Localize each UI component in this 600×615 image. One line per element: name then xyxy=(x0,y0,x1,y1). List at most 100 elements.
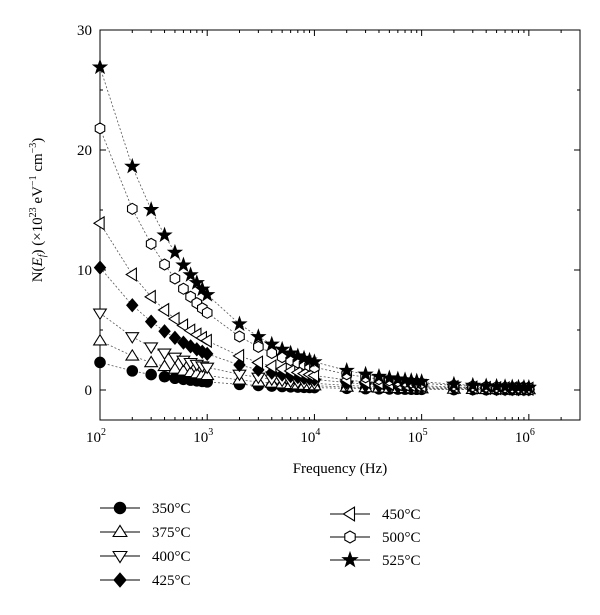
legend-item: 450°C xyxy=(330,506,421,523)
legend-item: 425°C xyxy=(100,572,191,589)
axis-ticks: 0 10 20 30 102 103 104 105 106 xyxy=(77,23,581,446)
data-point xyxy=(251,355,264,370)
data-point xyxy=(145,237,157,250)
y-axis-title-unit: eV xyxy=(30,186,46,207)
legend-marker xyxy=(344,530,356,544)
y-axis-title-unit2: cm xyxy=(30,153,46,175)
data-point xyxy=(231,315,248,331)
legend-marker xyxy=(113,501,127,515)
data-point xyxy=(93,260,107,275)
legend: 350°C 375°C 400°C 425°C 450°C 500°C 525°C xyxy=(100,501,421,589)
y-axis-title-suffix: ) (×10 xyxy=(30,217,46,254)
data-point xyxy=(126,365,139,377)
series-layer xyxy=(91,58,537,397)
data-point xyxy=(199,368,215,381)
legend-marker xyxy=(341,550,359,568)
data-point xyxy=(168,330,182,346)
data-point xyxy=(167,311,180,327)
legend-label: 350°C xyxy=(152,501,191,517)
data-point xyxy=(338,361,355,378)
data-point xyxy=(182,266,199,282)
data-point xyxy=(199,286,216,302)
data-point xyxy=(184,339,197,354)
data-point xyxy=(188,274,205,290)
data-point xyxy=(175,256,192,273)
y-axis-title-unit2-exp: −3 xyxy=(28,143,39,154)
data-point xyxy=(282,344,299,361)
data-point xyxy=(264,359,277,374)
data-point xyxy=(169,272,181,285)
legend-label: 525°C xyxy=(382,553,421,569)
legend-marker xyxy=(342,506,356,522)
data-point xyxy=(232,348,245,364)
data-point xyxy=(274,340,291,357)
data-point xyxy=(178,282,189,295)
data-point xyxy=(413,373,430,389)
data-point xyxy=(199,362,215,375)
data-point xyxy=(144,289,156,305)
legend-label: 375°C xyxy=(152,525,191,541)
y-axis-title-prefix: N( xyxy=(30,266,46,282)
y-tick-label: 10 xyxy=(77,263,92,279)
data-point xyxy=(520,379,537,395)
data-point xyxy=(445,375,463,392)
data-point xyxy=(157,302,170,318)
data-point xyxy=(124,332,140,344)
data-point xyxy=(92,308,108,321)
plot-frame xyxy=(99,29,581,421)
data-point xyxy=(143,342,159,355)
y-axis-title-close: ) xyxy=(30,138,46,143)
data-point xyxy=(176,318,189,333)
y-axis-title-var: E xyxy=(30,257,46,267)
data-point xyxy=(94,356,106,369)
data-point xyxy=(94,122,106,135)
data-point xyxy=(157,348,172,361)
data-point xyxy=(158,324,171,339)
series-525c xyxy=(91,58,537,395)
data-point xyxy=(200,346,214,362)
data-point xyxy=(234,330,245,343)
data-point xyxy=(124,348,140,361)
data-point xyxy=(263,335,280,352)
data-point xyxy=(92,333,108,346)
data-point xyxy=(145,368,157,381)
data-point xyxy=(157,359,172,372)
data-point xyxy=(91,58,109,75)
x-tick-label: 103 xyxy=(193,427,213,446)
y-axis-title-unit-exp: −1 xyxy=(28,175,39,186)
data-point xyxy=(166,243,184,260)
y-axis-title-exp: 23 xyxy=(28,207,39,217)
data-point xyxy=(370,367,388,384)
data-point xyxy=(159,258,170,271)
y-axis-title: N(Ef) (×1023 eV−1 cm−3) xyxy=(28,138,48,283)
x-axis-title: Frequency (Hz) xyxy=(293,461,388,477)
legend-marker xyxy=(112,524,128,538)
data-point xyxy=(275,361,287,377)
data-point xyxy=(250,328,267,344)
data-point xyxy=(167,361,183,374)
data-point xyxy=(92,215,105,231)
legend-marker xyxy=(113,572,127,588)
y-tick-label: 20 xyxy=(77,143,92,159)
legend-marker xyxy=(112,550,128,564)
plot-border xyxy=(99,29,581,421)
legend-label: 500°C xyxy=(382,530,421,546)
x-tick-label: 105 xyxy=(408,427,428,446)
y-axis-title-sub: f xyxy=(37,253,48,257)
legend-label: 425°C xyxy=(152,573,191,589)
data-point xyxy=(124,157,141,174)
legend-item: 500°C xyxy=(330,530,421,546)
data-point xyxy=(357,365,374,382)
data-point xyxy=(156,226,173,243)
x-tick-label: 106 xyxy=(515,427,535,446)
data-point xyxy=(306,353,323,369)
data-point xyxy=(381,369,398,385)
data-point xyxy=(144,314,158,329)
legend-label: 450°C xyxy=(382,507,421,523)
data-point xyxy=(266,346,278,360)
data-point xyxy=(126,298,139,313)
data-point xyxy=(143,355,159,368)
data-point xyxy=(126,202,138,215)
y-tick-label: 30 xyxy=(77,23,92,39)
